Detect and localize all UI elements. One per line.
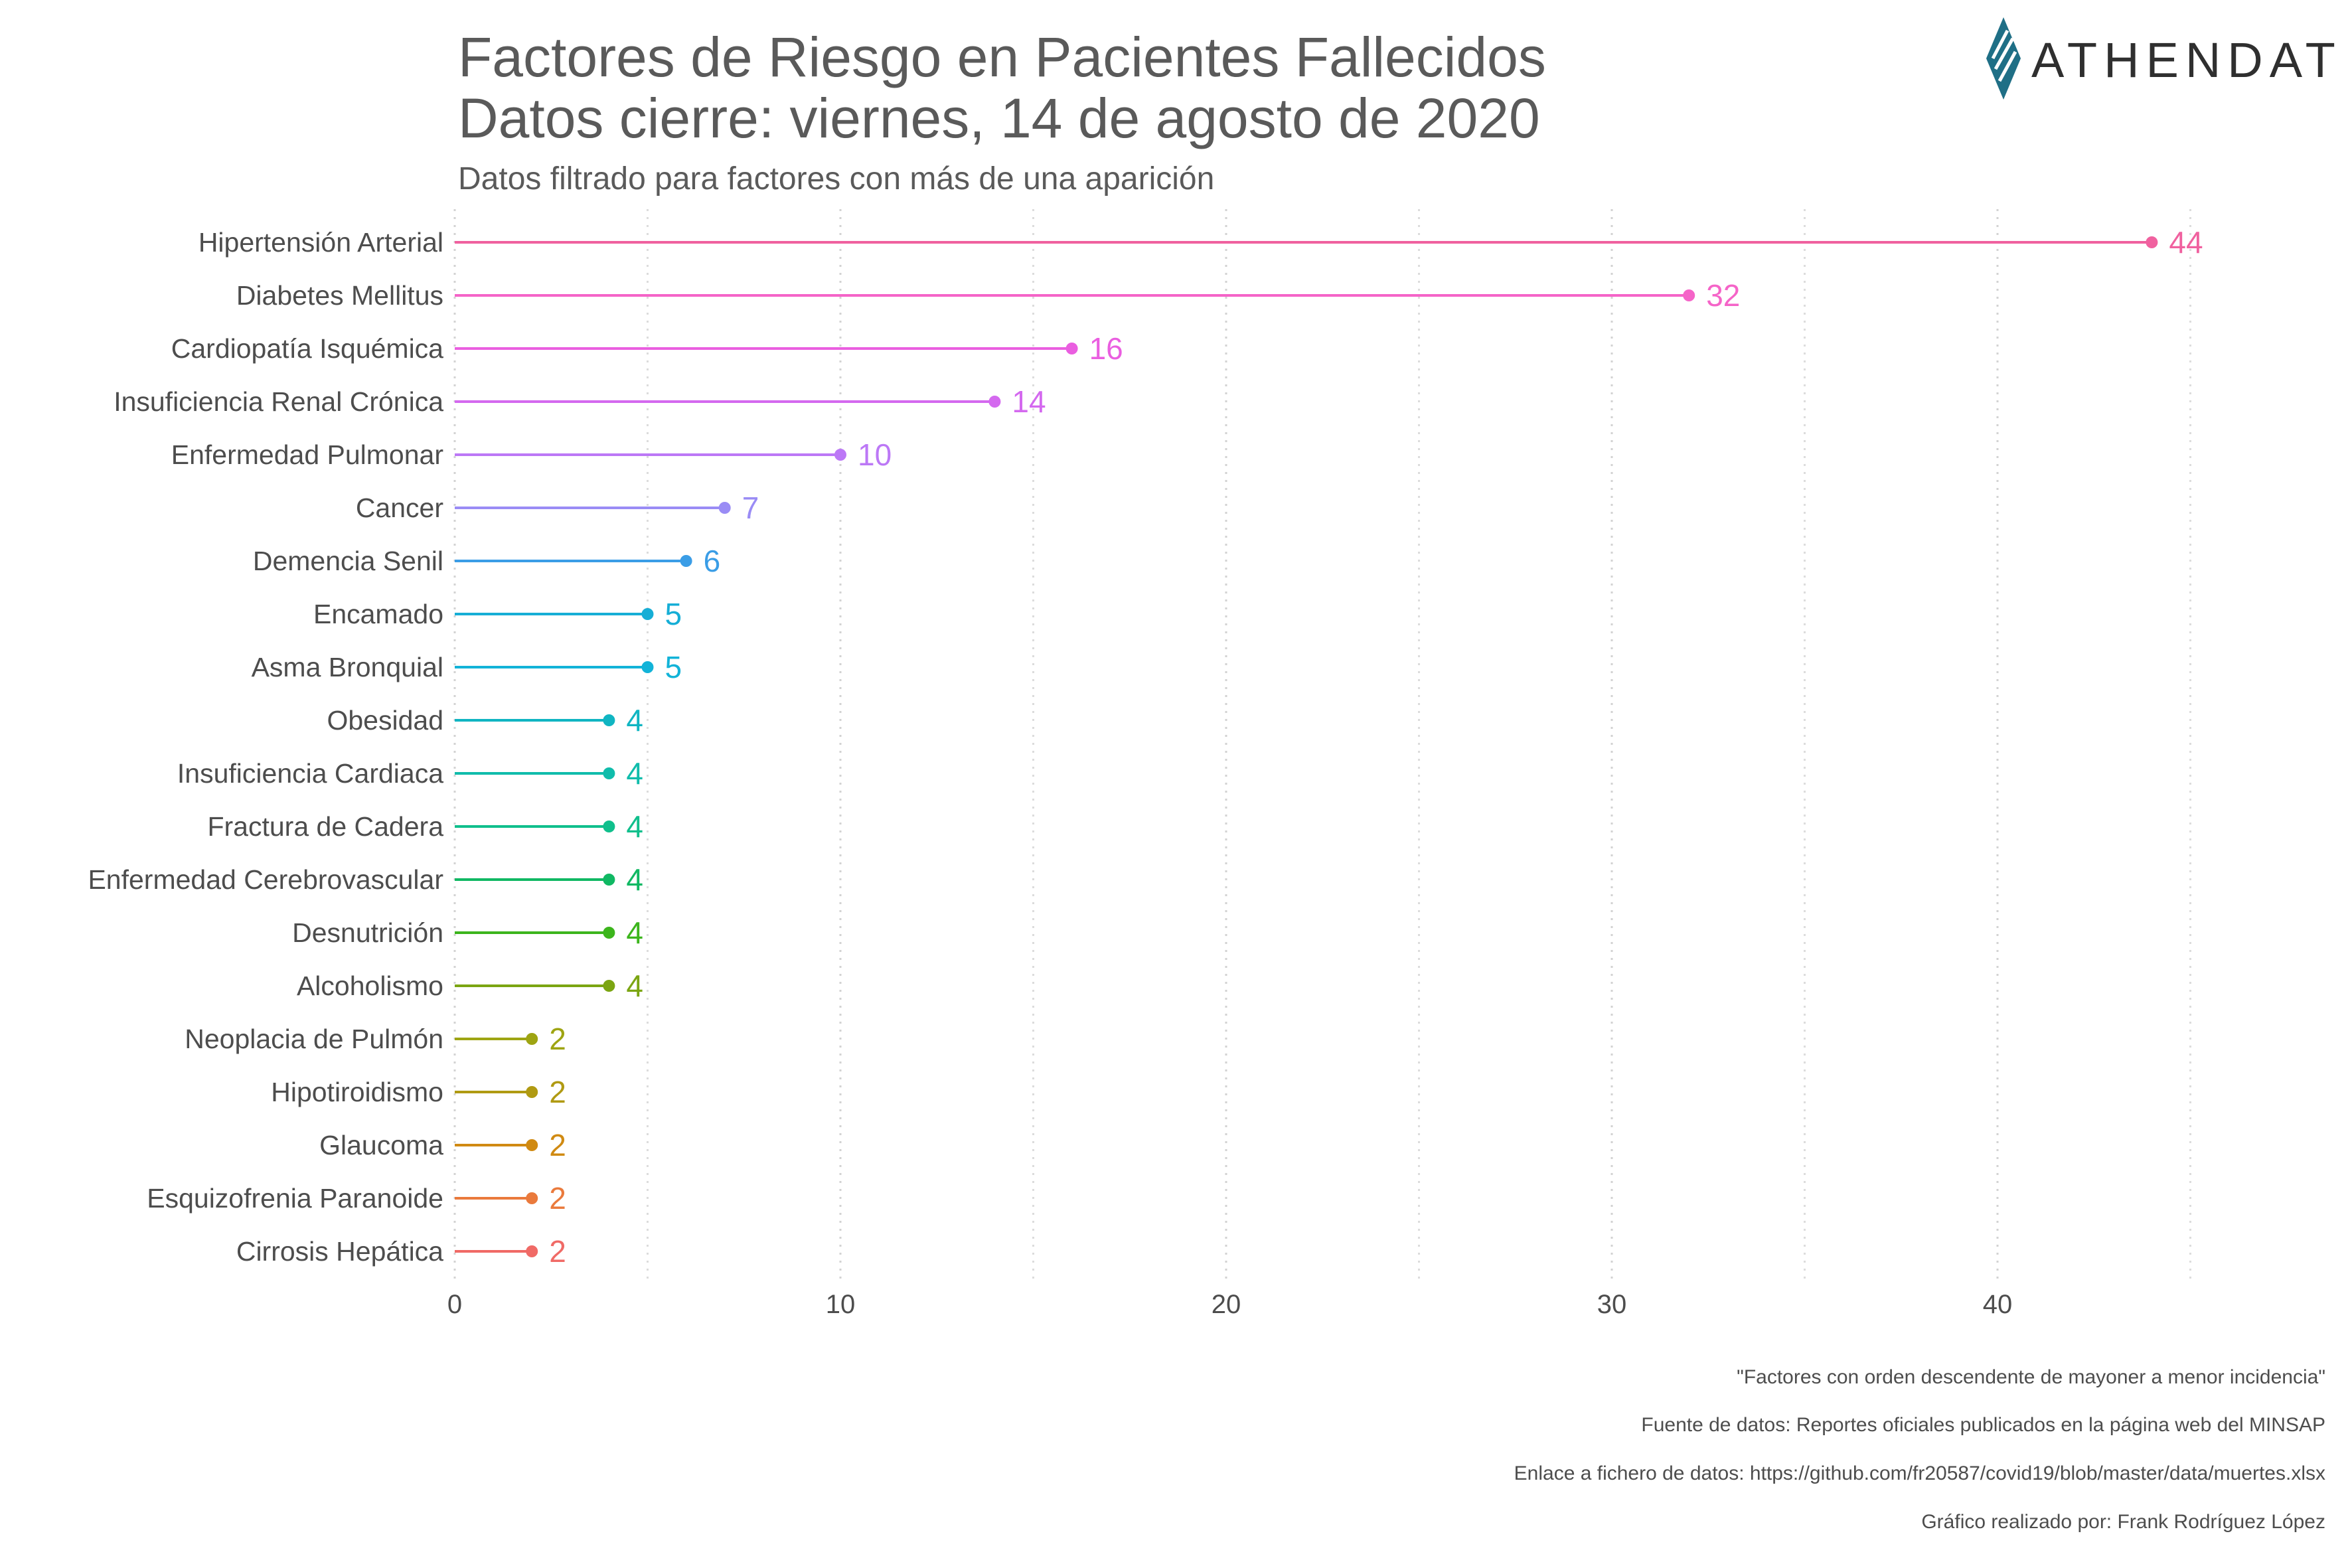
lollipop-point xyxy=(1065,343,1078,354)
lollipop-point xyxy=(2146,236,2158,248)
y-category-label: Hipotiroidismo xyxy=(271,1077,443,1107)
y-category-label: Alcoholismo xyxy=(297,971,443,1001)
logo-text: ATHENDAT xyxy=(2031,33,2342,88)
lollipop-point xyxy=(526,1033,538,1045)
data-label: 6 xyxy=(704,544,721,578)
x-tick-label: 30 xyxy=(1597,1290,1627,1319)
y-category-label: Demencia Senil xyxy=(253,546,443,576)
lollipop-point xyxy=(603,980,615,992)
lollipop-point xyxy=(1683,289,1695,301)
x-tick-label: 20 xyxy=(1212,1290,1241,1319)
lollipop-point xyxy=(526,1192,538,1204)
logo-mark xyxy=(1986,17,2021,100)
data-label: 4 xyxy=(626,915,643,950)
data-label: 7 xyxy=(742,491,759,525)
data-label: 2 xyxy=(549,1075,566,1109)
data-label: 16 xyxy=(1089,331,1123,366)
y-category-label: Glaucoma xyxy=(319,1130,443,1160)
x-tick-label: 40 xyxy=(1983,1290,2013,1319)
y-category-label: Hipertensión Arterial xyxy=(198,227,443,258)
lollipop-point xyxy=(718,502,731,514)
lollipop-point xyxy=(603,927,615,939)
data-label: 14 xyxy=(1012,384,1046,419)
y-category-label: Encamado xyxy=(313,599,443,629)
chart-subtitle: Datos filtrado para factores con más de … xyxy=(458,161,1215,196)
caption-data-link: Enlace a fichero de datos: https://githu… xyxy=(1514,1462,2325,1484)
y-category-label: Diabetes Mellitus xyxy=(236,280,443,311)
y-category-label: Desnutrición xyxy=(292,917,443,948)
data-label: 2 xyxy=(549,1234,566,1269)
data-label: 4 xyxy=(626,756,643,791)
data-label: 32 xyxy=(1706,278,1740,313)
lollipop-point xyxy=(603,821,615,832)
y-category-label: Enfermedad Pulmonar xyxy=(171,439,443,470)
data-label: 5 xyxy=(665,650,682,684)
data-label: 10 xyxy=(858,437,892,472)
lollipop-point xyxy=(680,555,692,567)
x-tick-label: 0 xyxy=(447,1290,462,1319)
lollipop-point xyxy=(988,396,1001,408)
lollipop-point xyxy=(526,1139,538,1151)
lollipop-point xyxy=(603,874,615,886)
x-tick-label: 10 xyxy=(826,1290,856,1319)
y-category-label: Enfermedad Cerebrovascular xyxy=(88,864,443,895)
lollipop-point xyxy=(641,608,654,620)
data-label: 2 xyxy=(549,1128,566,1162)
y-category-label: Neoplacia de Pulmón xyxy=(185,1024,443,1054)
y-category-label: Cancer xyxy=(356,493,443,523)
data-label: 4 xyxy=(626,809,643,844)
lollipop-point xyxy=(526,1086,538,1098)
athendat-logo-icon xyxy=(1986,17,2021,100)
y-category-label: Asma Bronquial xyxy=(252,652,443,682)
y-category-label: Obesidad xyxy=(327,705,443,736)
data-label: 44 xyxy=(2169,225,2203,260)
data-label: 2 xyxy=(549,1022,566,1056)
y-category-label: Insuficiencia Renal Crónica xyxy=(114,386,443,417)
y-category-label: Cardiopatía Isquémica xyxy=(171,333,443,364)
chart-title-date: Datos cierre: viernes, 14 de agosto de 2… xyxy=(458,87,1540,149)
lollipop-point xyxy=(526,1245,538,1257)
lollipop-point xyxy=(641,661,654,673)
y-category-label: Cirrosis Hepática xyxy=(236,1236,443,1267)
data-label: 4 xyxy=(626,969,643,1003)
y-category-label: Esquizofrenia Paranoide xyxy=(147,1183,443,1214)
lollipop-point xyxy=(834,449,846,461)
data-label: 4 xyxy=(626,703,643,738)
chart-title: Factores de Riesgo en Pacientes Fallecid… xyxy=(458,26,1546,88)
caption-note: "Factores con orden descendente de mayon… xyxy=(1737,1366,2325,1388)
caption-author: Gráfico realizado por: Frank Rodríguez L… xyxy=(1921,1511,2325,1533)
y-category-label: Insuficiencia Cardiaca xyxy=(177,758,443,789)
y-category-label: Fractura de Cadera xyxy=(207,811,443,842)
lollipop-point xyxy=(603,767,615,779)
data-label: 2 xyxy=(549,1181,566,1215)
data-label: 4 xyxy=(626,862,643,897)
caption-source: Fuente de datos: Reportes oficiales publ… xyxy=(1641,1414,2325,1436)
data-label: 5 xyxy=(665,597,682,631)
lollipop-point xyxy=(603,714,615,726)
